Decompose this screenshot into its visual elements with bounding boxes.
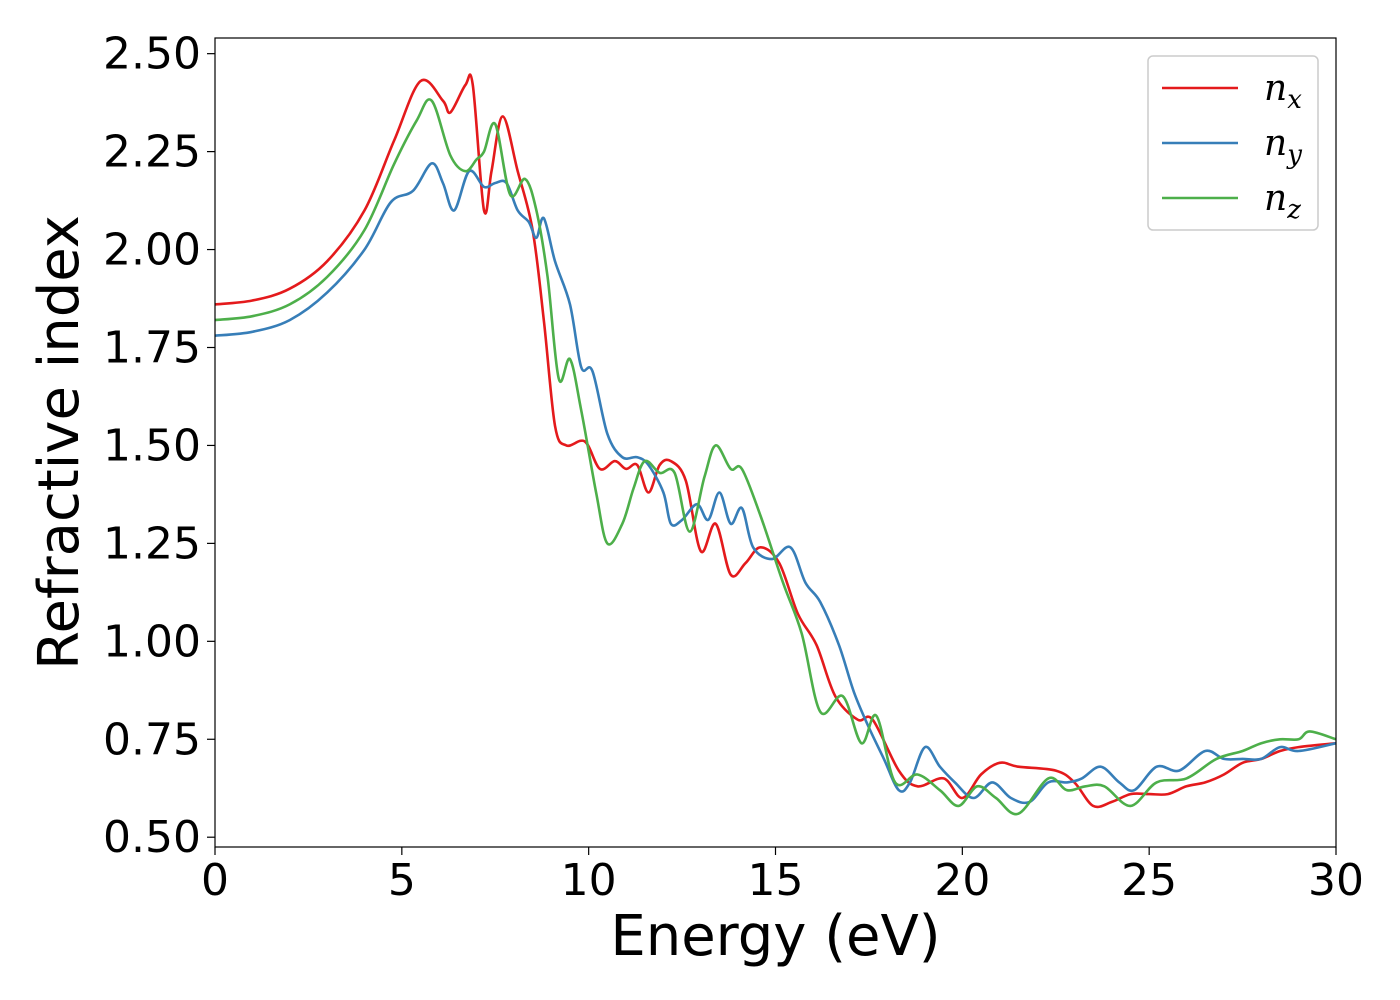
x-axis-title: Energy (eV): [610, 904, 940, 969]
series-line-n-y: [214, 162, 1337, 805]
y-tick-label: 1.00: [103, 616, 201, 667]
x-tick-label: 5: [388, 855, 416, 906]
series-lines: [214, 73, 1337, 816]
x-tick-label: 0: [201, 855, 229, 906]
y-tick-label: 1.75: [103, 322, 201, 373]
legend-label: nx: [1264, 68, 1302, 115]
x-axis-ticks: 0 5 10 15 20 25 30: [201, 847, 1364, 906]
y-tick-label: 0.50: [103, 812, 201, 863]
series-line-n-z: [214, 98, 1337, 816]
legend: nx ny nz: [1147, 55, 1319, 231]
x-tick-label: 10: [561, 855, 617, 906]
series-line-n-x: [214, 73, 1337, 809]
x-tick-label: 30: [1308, 855, 1364, 906]
x-tick-label: 20: [934, 855, 990, 906]
y-tick-label: 1.25: [103, 518, 201, 569]
y-tick-label: 1.50: [103, 420, 201, 471]
y-tick-label: 2.00: [103, 225, 201, 276]
y-tick-label: 2.25: [103, 127, 201, 178]
x-tick-label: 25: [1121, 855, 1177, 906]
legend-label: nz: [1264, 178, 1301, 225]
y-tick-label: 2.50: [103, 29, 201, 80]
y-axis-title: Refractive index: [27, 215, 92, 670]
x-tick-label: 15: [748, 855, 804, 906]
y-axis-ticks: 0.50 0.75 1.00 1.25 1.50 1.75 2.00 2.25 2.50: [103, 29, 215, 863]
y-tick-label: 0.75: [103, 714, 201, 765]
legend-label: ny: [1264, 123, 1302, 170]
